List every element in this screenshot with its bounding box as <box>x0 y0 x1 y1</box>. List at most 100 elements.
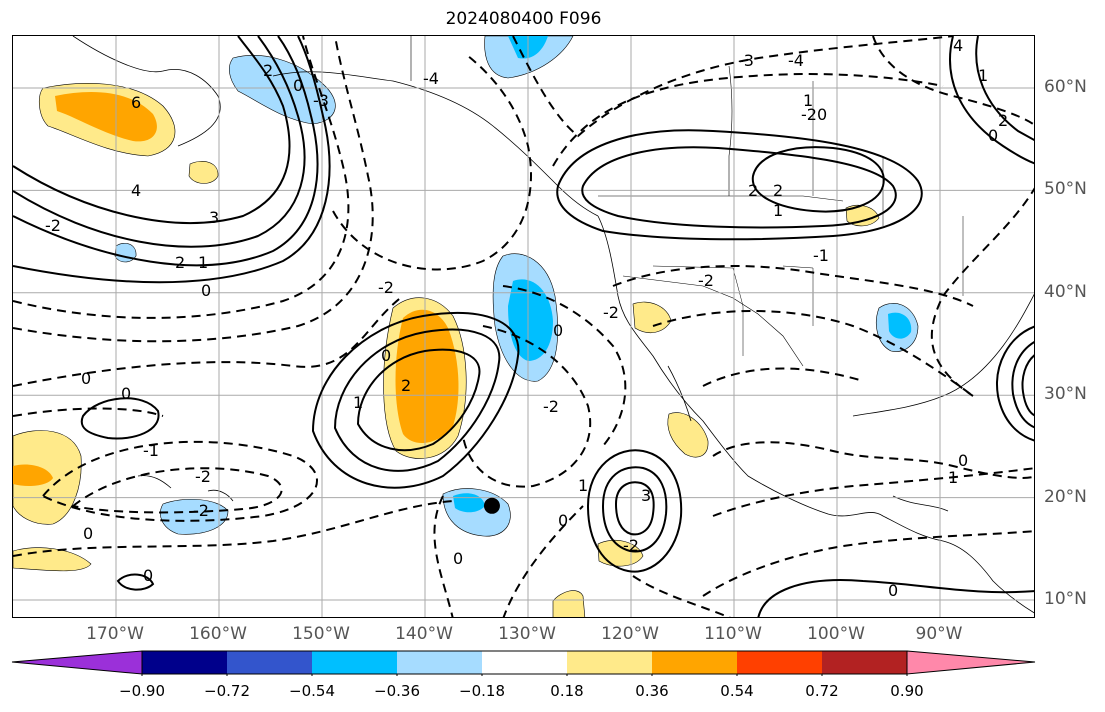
contour-line <box>13 407 164 417</box>
contour-label: 0 <box>381 346 391 365</box>
contour-line <box>757 579 1034 617</box>
contour-label: -2 <box>543 397 559 416</box>
colorbar-segment <box>737 651 822 674</box>
contour-line <box>116 573 155 591</box>
contour-line <box>13 36 306 248</box>
contour-label: 1 <box>978 66 988 85</box>
contour-line <box>462 325 592 488</box>
contours-negative <box>13 36 1034 617</box>
contour-label: 2 <box>748 181 758 200</box>
contour-line <box>975 36 1034 142</box>
contour-line <box>70 467 283 514</box>
colorbar-tick-label: 0.72 <box>805 682 839 700</box>
contour-line <box>1011 341 1034 429</box>
contour-line <box>13 295 404 387</box>
contour-label: 4 <box>131 181 141 200</box>
contour-label: 0 <box>121 384 131 403</box>
contour-label: 2 <box>773 181 783 200</box>
contour-label: 0 <box>558 511 568 530</box>
contour-label: -4 <box>423 69 439 88</box>
latitude-tick-label: 40°N <box>1044 281 1087 302</box>
colorbar <box>11 650 1036 676</box>
contour-label: 2 <box>998 111 1008 130</box>
contour-line <box>41 440 318 522</box>
colorbar-extend-low <box>11 650 143 675</box>
negative-anomaly-shade <box>160 499 229 535</box>
contour-label: -3 <box>738 51 754 70</box>
contour-label: 1 <box>948 468 958 487</box>
contour-label: -2 <box>623 536 639 555</box>
contour-line <box>13 36 319 267</box>
contour-label: 3 <box>209 208 219 227</box>
positive-anomaly-shade <box>55 91 157 142</box>
contour-labels: 6 4 3 2 1 0 -2 -2 -4 0 0 -1 -2 -2 0 0 0 … <box>45 36 1008 600</box>
positive-anomaly-shade <box>395 309 459 444</box>
colorbar-segment <box>652 651 737 674</box>
map-panel: 6 4 3 2 1 0 -2 -2 -4 0 0 -1 -2 -2 0 0 0 … <box>12 35 1035 618</box>
contour-line <box>996 325 1034 442</box>
contour-line <box>332 55 532 271</box>
longitude-tick-label: 90°W <box>915 624 963 644</box>
contour-line <box>356 348 481 452</box>
longitude-tick-label: 120°W <box>601 624 659 644</box>
contour-line <box>556 129 923 241</box>
contour-label: 0 <box>293 76 303 95</box>
colorbar-extend-high <box>906 650 1036 675</box>
contour-label: 2 <box>401 376 411 395</box>
positive-anomaly-shade <box>13 464 53 486</box>
longitude-tick-label: 170°W <box>86 624 144 644</box>
latitude-tick-label: 60°N <box>1044 77 1087 97</box>
border <box>812 81 964 296</box>
colorbar-tick-label: 0.54 <box>720 682 754 700</box>
contour-line <box>751 146 885 213</box>
contour-label: 0 <box>453 549 463 568</box>
shaded-fields <box>13 36 919 617</box>
contour-label: -20 <box>801 105 827 124</box>
contour-label: 4 <box>953 36 963 55</box>
border <box>728 65 733 196</box>
contour-label: -1 <box>813 246 829 265</box>
negative-anomaly-shade <box>888 312 912 339</box>
contour-label: 1 <box>198 253 208 272</box>
latitude-tick-label: 30°N <box>1044 384 1087 405</box>
coastline <box>207 489 234 502</box>
contour-line <box>652 310 974 397</box>
latitude-tick-label: 20°N <box>1044 486 1087 507</box>
colorbar-tick-label: −0.90 <box>119 682 165 700</box>
contour-line <box>702 530 1034 597</box>
colorbar-tick-label: 0.90 <box>890 682 924 700</box>
longitude-tick-label: 110°W <box>704 624 762 644</box>
colorbar-segment <box>482 651 567 674</box>
negative-anomaly-shade <box>508 279 553 361</box>
colorbar-tick-label: −0.36 <box>374 682 420 700</box>
contour-label: 2 <box>263 61 273 80</box>
colorbar-tick-label: 0.18 <box>550 682 584 700</box>
contour-line <box>586 449 683 573</box>
map-canvas: 6 4 3 2 1 0 -2 -2 -4 0 0 -1 -2 -2 0 0 0 … <box>13 36 1034 617</box>
positive-anomaly-shade <box>552 590 586 617</box>
contour-label: -2 <box>195 467 211 486</box>
contour-label: -4 <box>788 51 804 70</box>
contour-line <box>1021 354 1034 417</box>
contours <box>13 36 1034 617</box>
colorbar-segment <box>822 651 907 674</box>
colorbar-segment <box>397 651 482 674</box>
contour-line <box>612 265 974 307</box>
latitude-tick-label: 50°N <box>1044 179 1087 200</box>
colorbar-tick-label: −0.18 <box>459 682 505 700</box>
positive-anomaly-shade <box>13 547 92 572</box>
contour-line <box>13 36 291 224</box>
contour-label: 0 <box>143 566 153 585</box>
longitude-tick-label: 100°W <box>807 624 865 644</box>
colorbar-tick-label: 0.36 <box>635 682 669 700</box>
coastline <box>852 293 1034 417</box>
contour-label: 1 <box>773 201 783 220</box>
coastline <box>892 495 949 512</box>
contour-line <box>502 505 584 617</box>
colorbar-tick-label: −0.72 <box>204 682 250 700</box>
contour-line <box>601 466 668 553</box>
contour-line <box>80 397 160 440</box>
contour-label: 0 <box>553 321 563 340</box>
colorbar-segment <box>142 651 227 674</box>
coastline <box>667 365 692 422</box>
